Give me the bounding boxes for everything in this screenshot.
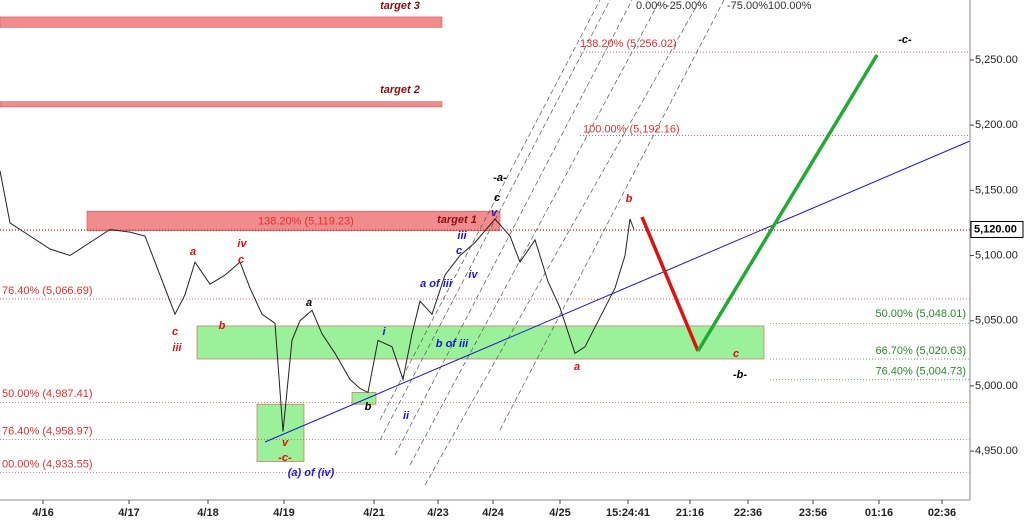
wave-label: a [190,246,196,258]
last-price-box [970,220,1024,238]
channel-line [424,0,701,486]
zone [351,392,377,405]
wave-label: -b- [733,369,747,381]
x-tick-label: 01:16 [865,507,893,519]
wave-label: a of iii [420,278,453,290]
wave-label: iv [237,238,247,250]
zone [86,210,501,232]
y-tick-label: 5,100.00 [975,249,1018,261]
x-tick-label: 22:36 [734,507,762,519]
wave-label: target 3 [380,0,420,12]
channel-line [379,0,601,421]
wave-label: a [574,361,580,373]
wave-label: iv [468,269,478,281]
fib-label: 00.00% (4,933.55) [2,458,93,470]
y-tick-label: 5,200.00 [975,119,1018,131]
x-tick-label: 4/16 [32,507,53,519]
fib-label: 76.40% (4,958.97) [2,425,93,437]
wave-label: c [238,254,244,266]
fib-label: 76.40% (5,066.69) [2,285,93,297]
y-tick-label: 5,250.00 [975,54,1018,66]
x-tick-label: 4/24 [482,507,504,519]
wave-label: -c- [898,34,912,46]
wave-label: a [306,297,312,309]
channel-line [394,0,633,456]
wave-label: c [456,245,462,257]
wave-label: c [733,348,739,360]
wave-label: -c- [278,452,292,464]
x-tick-label: 4/17 [118,507,139,519]
channel-line [499,0,725,431]
x-tick-label: 15:24:41 [606,507,650,519]
last-price-label: 5,120.00 [974,223,1017,235]
projection-up [696,54,879,352]
y-tick-label: 5,000.00 [975,380,1018,392]
fib-label: 138.20% (5,119.23) [258,215,354,227]
x-tick-label: 4/23 [427,507,448,519]
fib-label: 76.40% (5,004.73) [875,366,966,378]
y-tick-label: 5,050.00 [975,315,1018,327]
fib-label: 138.20% (5,256.02) [580,38,677,50]
price-line [0,170,635,432]
zone [196,325,765,360]
channel-line [409,0,661,466]
x-tick-label: 02:36 [928,507,956,519]
wave-label: b of iii [436,338,469,350]
wave-label: v [282,437,289,449]
fib-label: 66.70% (5,020.63) [875,345,966,357]
fib-label: 100.00% (5,192.16) [583,123,680,135]
wave-label: ii [403,410,410,422]
y-tick-label: 4,950.00 [975,445,1018,457]
fib-label: 50.00% (4,987.41) [2,388,93,400]
zone [0,101,443,108]
trend-line [264,140,971,443]
wave-label: c [494,192,500,204]
wave-label: b [365,401,372,413]
wave-label: iii [457,230,467,242]
wave-label: c [172,326,178,338]
wave-label: iii [172,342,182,354]
wave-label: i [382,326,386,338]
x-tick-label: 23:56 [799,507,827,519]
wave-label: b [626,193,633,205]
fib-label: 50.00% (5,048.01) [875,308,966,320]
x-tick-label: 21:16 [676,507,704,519]
wave-label: target 2 [380,84,420,96]
projection-down [640,216,700,352]
y-tick-label: 5,150.00 [975,184,1018,196]
wave-label: target 1 [437,214,477,226]
channel-label: -25.00% [666,0,707,12]
x-tick-label: 4/19 [273,507,294,519]
channel-label: -75.00%100.00% [727,0,812,12]
wave-label: (a) of (iv) [288,467,335,479]
wave-label: -a- [493,172,507,184]
x-tick-label: 4/21 [363,507,384,519]
channel-line [379,0,611,441]
zone [256,403,305,462]
wave-label: b [219,320,226,332]
channel-label: 0.00% [636,0,667,12]
x-tick-label: 4/25 [549,507,570,519]
x-tick-label: 4/18 [197,507,218,519]
wave-label: v [491,207,498,219]
zone [0,16,443,28]
